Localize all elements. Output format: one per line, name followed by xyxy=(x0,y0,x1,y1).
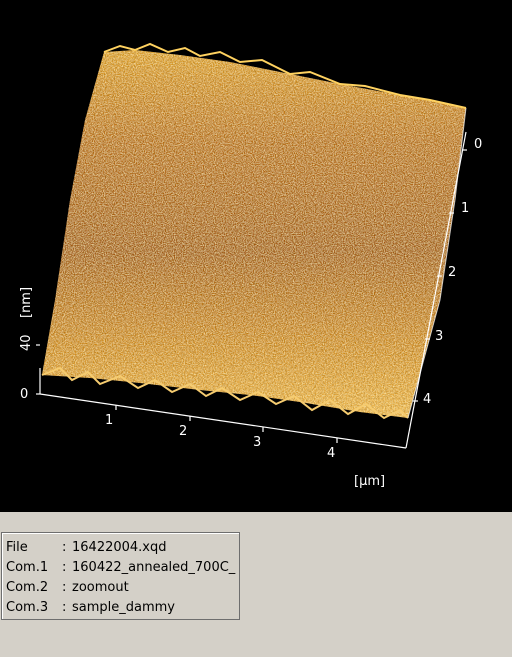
y-tick-0: 0 xyxy=(474,137,483,152)
axis-lines xyxy=(36,131,467,449)
info-separator: : xyxy=(62,600,67,615)
info-value: sample_dammy xyxy=(72,600,176,615)
z-unit-label: [nm] xyxy=(19,286,34,318)
info-value: 160422_annealed_700C_ xyxy=(72,560,236,575)
afm-3d-view: 0 40 [nm] 1 2 3 4 [μm] 0 1 2 3 4 xyxy=(0,0,512,512)
info-key: Com.3 xyxy=(6,600,49,615)
info-value: zoomout xyxy=(72,580,129,595)
info-key: Com.2 xyxy=(6,580,49,595)
info-separator: : xyxy=(62,580,67,595)
info-row-file: File : 16422004.xqd xyxy=(6,538,239,558)
y-tick-1: 1 xyxy=(461,201,470,216)
info-key: Com.1 xyxy=(6,560,49,575)
x-tick-4: 4 xyxy=(327,446,336,461)
surface-front-edge xyxy=(41,366,409,420)
info-key: File xyxy=(6,540,28,555)
y-tick-3: 3 xyxy=(435,329,444,344)
info-panel: File : 16422004.xqd Com.1 : 160422_annea… xyxy=(0,512,512,657)
info-separator: : xyxy=(62,540,67,555)
y-tick-4: 4 xyxy=(423,392,432,407)
x-tick-3: 3 xyxy=(253,435,262,450)
info-value: 16422004.xqd xyxy=(72,540,167,555)
x-tick-1: 1 xyxy=(105,413,114,428)
info-row-com3: Com.3 : sample_dammy xyxy=(6,598,239,618)
xy-unit-label: [μm] xyxy=(354,474,386,489)
x-tick-2: 2 xyxy=(179,424,188,439)
z-tick-40: 40 xyxy=(19,334,34,351)
info-row-com1: Com.1 : 160422_annealed_700C_ xyxy=(6,558,239,578)
info-row-com2: Com.2 : zoomout xyxy=(6,578,239,598)
file-info-box: File : 16422004.xqd Com.1 : 160422_annea… xyxy=(1,532,240,620)
afm-surface-plot xyxy=(36,42,467,449)
info-separator: : xyxy=(62,560,67,575)
z-tick-0: 0 xyxy=(20,387,29,402)
y-tick-2: 2 xyxy=(448,265,457,280)
